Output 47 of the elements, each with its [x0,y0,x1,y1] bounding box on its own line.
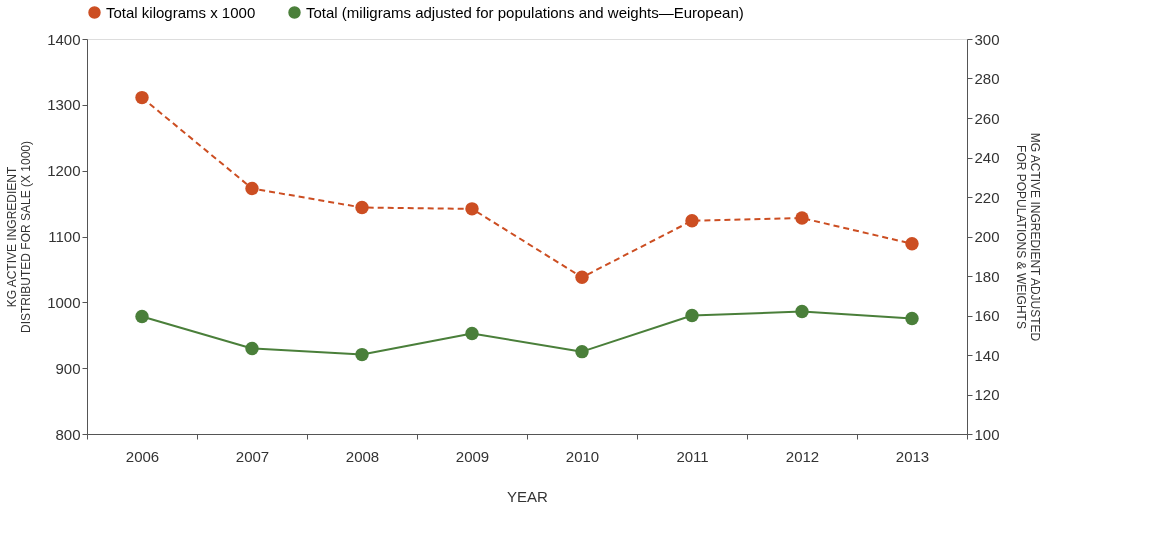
point [795,304,809,319]
y2-tick-label: 140 [974,346,1000,364]
y-tick-label: 800 [55,425,81,443]
point [465,326,479,341]
y-tick-label: 900 [55,359,81,377]
point [575,270,589,285]
y2-tick-label: 280 [974,70,1000,87]
point [905,237,919,251]
point [355,200,369,215]
point [245,181,259,196]
point [795,211,809,225]
y2-tick-label: 200 [974,228,1000,245]
y2-tick-label: 300 [974,30,1000,48]
x-tick-label: 2011 [676,447,709,465]
y2-tick-label: 180 [974,267,1000,285]
y2-tick-label: 220 [974,188,1000,206]
point [575,344,589,359]
point [135,309,149,324]
x-axis-title: YEAR [507,487,549,505]
point [135,90,149,105]
y-axis-title: KG ACTIVE INGREDIENT DISTRIBUTED FOR SALE (X 1000) [5,140,34,334]
y-tick-label: 1100 [48,228,81,245]
x-tick-label: 2013 [895,447,930,465]
y-tick-label: 1200 [47,162,81,180]
point [905,311,919,326]
point [355,347,369,362]
point [465,202,479,216]
y2-tick-label: 100 [974,425,1000,443]
y2-axis-title: MG ACTIVE INGREDIENT ADJUSTED FOR POPULATIONS & WEIGHTS [1013,132,1042,342]
y-tick-label: 1000 [47,293,81,311]
y2-tick-label: 260 [974,109,1000,127]
x-tick-label: 2010 [565,447,600,465]
x-tick-label: 2012 [785,447,820,465]
y2-tick-label: 240 [974,149,1000,166]
legend-label: Total (miligrams adjusted for populations and weights—European) [306,3,744,21]
point [685,308,699,323]
legend-label: Total kilograms x 1000 [106,3,256,21]
point [685,214,699,228]
y2-tick-label: 160 [974,307,1000,324]
y2-tick-label: 120 [974,386,1000,403]
x-tick-label: 2008 [345,447,380,465]
x-tick-label: 2006 [125,447,160,465]
point [245,341,259,356]
y-tick-label: 1400 [47,30,81,48]
y-tick-label: 1300 [47,96,81,114]
x-tick-label: 2009 [455,447,490,465]
x-tick-label: 2007 [235,447,270,465]
